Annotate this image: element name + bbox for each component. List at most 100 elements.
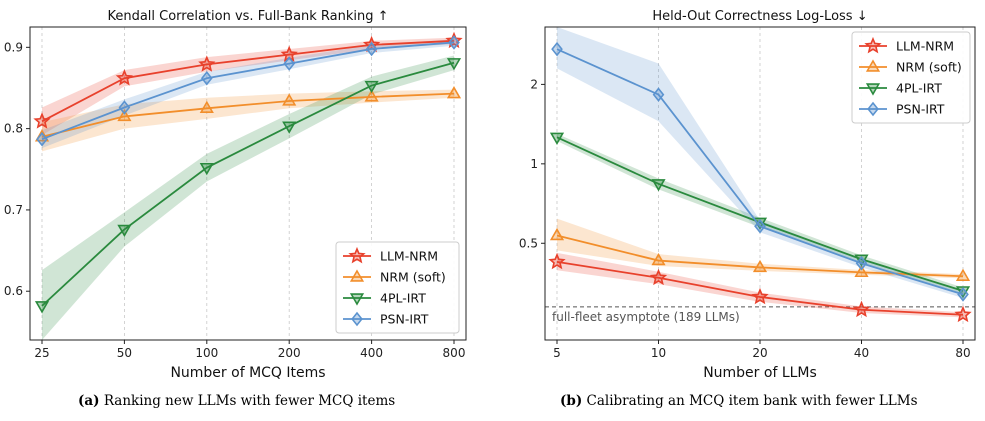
point-psn-irt-50 <box>118 100 131 115</box>
legend-box <box>335 241 460 334</box>
y-tick-label-0.5: 0.5 <box>519 236 538 250</box>
x-tick-label-40: 40 <box>854 346 869 360</box>
point-llm-nrm-80 <box>954 305 972 323</box>
legend-label-nrm-soft: NRM (soft) <box>896 60 962 75</box>
y-tick-label-0.9: 0.9 <box>4 40 23 54</box>
point-nrm-soft-50 <box>117 108 132 122</box>
point-llm-nrm-25 <box>33 112 51 129</box>
point-psn-irt-5 <box>551 41 563 57</box>
point-psn-irt-800 <box>448 35 460 50</box>
legend-label-psn-irt: PSN-IRT <box>380 312 429 327</box>
point-nrm-soft-100 <box>199 100 214 113</box>
x-tick-label-800: 800 <box>443 346 466 360</box>
point-nrm-soft-80 <box>955 268 971 281</box>
legend-label-llm-nrm: LLM-NRM <box>380 249 438 264</box>
y-tick-label-0.6: 0.6 <box>4 284 23 298</box>
x-tick-label-10: 10 <box>651 346 666 360</box>
point-4pl-irt-5 <box>549 132 565 145</box>
point-llm-nrm-10 <box>649 268 668 286</box>
x-axis-label: Number of LLMs <box>703 365 817 381</box>
legend-label-llm-nrm: LLM-NRM <box>896 39 954 54</box>
point-llm-nrm-50 <box>115 69 134 86</box>
point-psn-irt-400 <box>365 41 378 57</box>
x-tick-label-80: 80 <box>955 346 970 360</box>
caption-a-tag: (a) <box>78 393 100 409</box>
panel-b-logloss-chart: full-fleet asymptote (189 LLMs) 5 10 20 40 80… <box>519 9 976 381</box>
legend-marker-psn-irt <box>867 101 879 117</box>
x-axis-label: Number of MCQ Items <box>170 365 325 381</box>
point-nrm-soft-5 <box>549 227 565 241</box>
caption-b-text: Calibrating an MCQ item bank with fewer … <box>586 393 918 409</box>
point-llm-nrm-100 <box>198 55 216 72</box>
point-llm-nrm-20 <box>751 287 769 305</box>
y-tick-label-1: 1 <box>530 157 538 171</box>
point-nrm-soft-200 <box>282 93 297 106</box>
caption-b-tag: (b) <box>560 393 583 409</box>
caption-a: (a) Ranking new LLMs with fewer MCQ item… <box>78 393 395 409</box>
chart-title: Kendall Correlation vs. Full-Bank Rankin… <box>107 9 388 24</box>
asymptote-label: full-fleet asymptote (189 LLMs) <box>552 310 740 324</box>
legend-marker-4pl-irt <box>865 83 881 96</box>
point-psn-irt-10 <box>652 87 665 102</box>
x-tick-label-5: 5 <box>553 346 561 360</box>
point-4pl-irt-50 <box>117 224 132 238</box>
legend: LLM-NRM NRM (soft) 4PL-IRT PSN-IRT <box>335 241 460 334</box>
point-4pl-irt-10 <box>651 179 666 192</box>
point-psn-irt-20 <box>754 218 766 234</box>
legend-marker-psn-irt <box>351 311 363 327</box>
point-psn-irt-25 <box>36 131 48 147</box>
legend-marker-nrm-soft <box>349 269 365 282</box>
series-line-llm-nrm <box>41 39 455 123</box>
point-psn-irt-200 <box>283 56 296 71</box>
chart-title: Held-Out Correctness Log-Loss ↓ <box>652 9 867 24</box>
point-nrm-soft-40 <box>854 264 869 278</box>
plot-frame <box>29 26 467 341</box>
point-4pl-irt-800 <box>446 58 462 71</box>
band-nrm-soft <box>42 89 454 152</box>
x-tick-label-200: 200 <box>278 346 301 360</box>
point-psn-irt-100 <box>200 70 213 86</box>
point-4pl-irt-25 <box>34 301 50 314</box>
point-nrm-soft-10 <box>651 252 666 266</box>
band-llm-nrm <box>42 37 454 136</box>
series-line-4pl-irt <box>41 61 455 307</box>
y-tick-label-0.7: 0.7 <box>4 203 23 217</box>
legend: LLM-NRM NRM (soft) 4PL-IRT PSN-IRT <box>851 31 971 124</box>
legend-marker-nrm-soft <box>865 59 881 72</box>
y-tick-label-0.8: 0.8 <box>4 122 23 136</box>
x-tick-label-400: 400 <box>360 346 383 360</box>
legend-label-4pl-irt: 4PL-IRT <box>896 81 942 96</box>
band-llm-nrm <box>557 252 963 318</box>
x-tick-label-100: 100 <box>195 346 218 360</box>
point-psn-irt-40 <box>855 255 868 271</box>
x-tick-label-50: 50 <box>117 346 132 360</box>
caption-b: (b) Calibrating an MCQ item bank with fe… <box>560 393 918 409</box>
point-4pl-irt-200 <box>282 121 297 134</box>
point-psn-irt-80 <box>957 287 969 302</box>
series-line-4pl-irt <box>556 136 964 292</box>
band-nrm-soft <box>557 218 963 279</box>
legend-label-psn-irt: PSN-IRT <box>896 102 945 117</box>
series-line-psn-irt <box>556 48 964 296</box>
point-nrm-soft-800 <box>446 86 462 99</box>
series-line-llm-nrm <box>556 261 964 316</box>
point-4pl-irt-100 <box>199 162 214 176</box>
legend-box <box>851 31 971 124</box>
y-tick-label-2: 2 <box>530 77 538 91</box>
series-line-psn-irt <box>41 41 455 141</box>
x-tick-label-20: 20 <box>752 346 767 360</box>
x-tick-label-25: 25 <box>34 346 49 360</box>
panel-a-kendall-chart: 25 50 100 200 400 800 0.6 0.7 0.8 0.9 Kendall Corr… <box>4 9 467 381</box>
point-llm-nrm-40 <box>852 300 871 318</box>
point-nrm-soft-400 <box>364 89 379 102</box>
legend-label-4pl-irt: 4PL-IRT <box>380 291 426 306</box>
point-nrm-soft-20 <box>752 259 768 273</box>
caption-a-text: Ranking new LLMs with fewer MCQ items <box>103 393 396 409</box>
series-line-nrm-soft <box>41 92 455 138</box>
legend-label-nrm-soft: NRM (soft) <box>380 270 446 285</box>
legend-marker-llm-nrm <box>348 246 366 264</box>
point-llm-nrm-5 <box>548 252 566 270</box>
point-4pl-irt-400 <box>364 80 379 94</box>
legend-marker-4pl-irt <box>349 293 365 306</box>
